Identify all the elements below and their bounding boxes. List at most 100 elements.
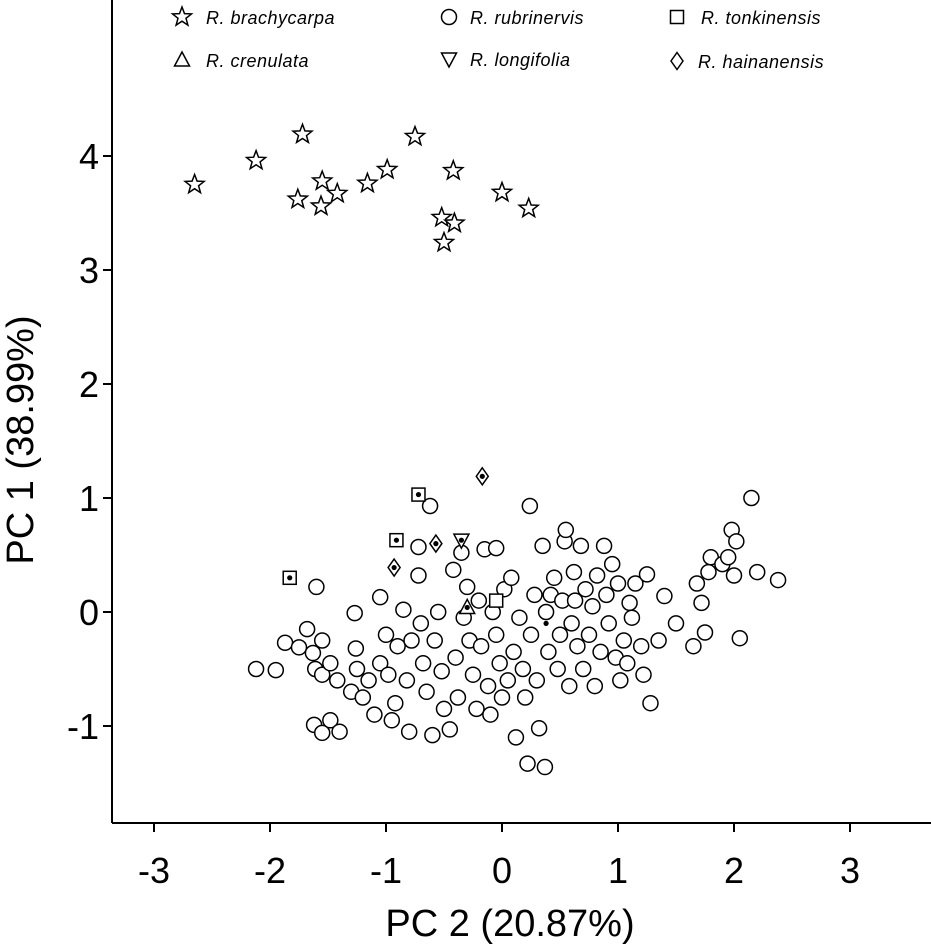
point-star [432, 230, 456, 253]
point-circle [574, 660, 592, 678]
point-star [442, 211, 467, 234]
point-circle [491, 655, 508, 672]
point-center-dot [393, 537, 400, 543]
point-circle [398, 672, 416, 689]
y-tick-label: 2 [79, 364, 99, 405]
y-tick-label: 1 [79, 478, 99, 519]
legend-label: R. hainanensis [698, 52, 824, 72]
legend-label: R. brachycarpa [206, 8, 335, 28]
legend-label: R. crenulata [206, 51, 309, 71]
point-circle [621, 594, 638, 612]
point-circle [521, 497, 539, 515]
legend-item: R. longifolia [440, 50, 570, 70]
point-circle [516, 689, 534, 706]
point-circle [725, 567, 743, 584]
point-center-dot [433, 541, 439, 547]
x-tick-label: -3 [138, 850, 170, 891]
legend-item: R. tonkinensis [669, 8, 821, 28]
point-circle [566, 592, 584, 609]
point-circle [348, 660, 366, 678]
point-circle [308, 578, 325, 596]
point-circle [412, 615, 430, 632]
point-center-dot [479, 473, 485, 479]
y-tick-label: -1 [67, 706, 99, 747]
x-tick-label: -1 [370, 850, 402, 891]
point-circle [371, 655, 389, 672]
legend-marker-square [669, 9, 685, 25]
legend-item: R. hainanensis [670, 51, 824, 72]
point-circle [313, 724, 331, 742]
point-center-dot [543, 620, 549, 627]
point-circle [389, 637, 406, 655]
point-circle [569, 637, 586, 655]
point-circle [545, 569, 563, 587]
point-circle [612, 672, 629, 689]
point-circle [577, 580, 594, 598]
point-circle [354, 689, 372, 706]
x-tick-label: 1 [608, 850, 628, 891]
point-circle [693, 594, 710, 612]
point-circle [563, 615, 580, 632]
legend-marker-triangle-down [440, 52, 458, 69]
point-circle [410, 567, 427, 584]
point-circle [313, 632, 331, 649]
point-circle [557, 521, 575, 539]
point-circle [719, 549, 737, 566]
point-circle [470, 592, 488, 609]
point-circle [377, 626, 395, 644]
x-tick-label: 0 [492, 850, 512, 891]
point-circle [426, 632, 443, 649]
point-circle [530, 720, 548, 737]
point-circle [464, 666, 482, 683]
point-circle [503, 569, 520, 587]
point-circle [479, 677, 497, 695]
point-circle [700, 563, 717, 581]
point-circle [748, 563, 766, 581]
point-circle [650, 632, 667, 649]
point-circle [414, 655, 432, 672]
point-circle [380, 666, 397, 683]
point-circle [346, 604, 363, 622]
point-circle [731, 629, 749, 647]
point-circle [565, 563, 583, 581]
point-circle [598, 586, 615, 604]
point-circle [360, 672, 377, 689]
point-circle [329, 672, 346, 689]
point-circle [435, 700, 453, 718]
legend-marker-diamond [670, 51, 684, 71]
y-tick-label: 0 [79, 592, 99, 633]
point-square [488, 593, 504, 608]
point-circle [507, 729, 525, 746]
point-circle [632, 637, 650, 655]
point-circle [493, 689, 511, 706]
point-star [286, 187, 310, 210]
point-circle [421, 497, 439, 515]
point-circle [656, 587, 673, 605]
point-circle [769, 571, 787, 589]
point-star [517, 196, 541, 219]
y-tick-label: 4 [79, 136, 99, 177]
point-circle [595, 537, 613, 555]
x-axis-title: PC 2 (20.87%) [385, 903, 634, 945]
point-star [309, 194, 333, 217]
legend-label: R. tonkinensis [701, 8, 821, 28]
point-circle [526, 586, 543, 604]
point-circle [322, 655, 339, 672]
point-circle [322, 712, 339, 729]
point-circle [410, 538, 427, 556]
point-circle [728, 533, 745, 550]
point-star [355, 171, 380, 194]
point-circle [519, 755, 536, 772]
point-circle [347, 640, 365, 657]
point-circle [696, 624, 714, 641]
point-star [430, 205, 454, 228]
point-circle [551, 626, 569, 644]
point-circle [487, 539, 505, 557]
point-circle [331, 723, 348, 740]
point-circle [247, 660, 265, 678]
point-circle [433, 663, 450, 680]
legend-marker-square [669, 9, 685, 25]
legend-marker-diamond [670, 51, 684, 71]
legend-marker-triangle-up [173, 50, 191, 67]
legend-marker-circle [440, 8, 458, 26]
